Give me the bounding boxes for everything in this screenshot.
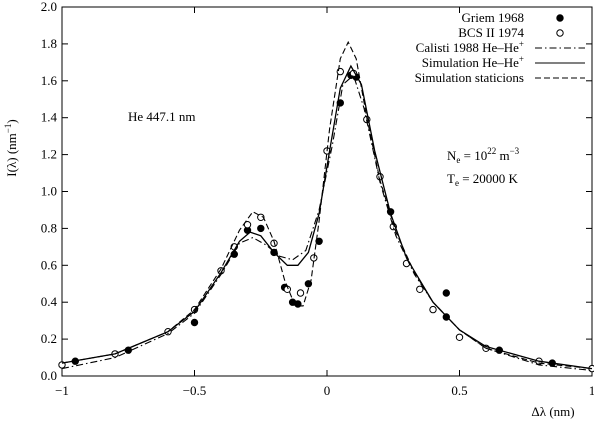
x-tick-label: 1 (589, 383, 594, 398)
y-tick-label: 1.0 (41, 184, 57, 199)
y-tick-label: 0.2 (41, 331, 57, 346)
series-line (61, 40, 593, 370)
series-layer (58, 40, 594, 373)
legend-label: Calisti 1988 He–He+ (416, 39, 524, 55)
legend-marker (556, 14, 564, 22)
y-tick-label: 0.8 (41, 220, 57, 235)
legend-label: Simulation He–He+ (422, 54, 524, 70)
griem-data-point (442, 289, 450, 297)
bcs-data-point (243, 221, 252, 229)
electron-density-label: Ne = 1022 m−3 (447, 146, 520, 165)
series-4 (61, 40, 593, 370)
x-tick-label: −0.5 (183, 383, 207, 398)
legend-marker (556, 29, 564, 37)
y-axis-label: I(λ) (nm−1) (3, 119, 19, 176)
bcs-data-point (429, 305, 437, 314)
bcs-data-point (336, 67, 344, 76)
legend-label: BCS II 1974 (458, 25, 524, 40)
line-label-annotation: He 447.1 nm (128, 109, 196, 124)
x-axis-label: Δλ (nm) (531, 404, 574, 419)
griem-data-point (257, 224, 265, 233)
legend-label: Griem 1968 (462, 10, 524, 25)
x-tick-label: 0 (324, 383, 331, 398)
griem-data-point (315, 237, 323, 246)
legend-label: Simulation staticions (415, 70, 524, 85)
y-tick-label: 0.4 (41, 294, 58, 309)
bcs-data-point (455, 333, 464, 341)
y-tick-label: 1.2 (41, 147, 57, 162)
y-tick-label: 1.4 (41, 110, 58, 125)
y-tick-label: 2.0 (41, 0, 57, 14)
bcs-data-point (416, 285, 424, 293)
griem-data-point (190, 318, 199, 327)
y-axis: 0.0 0.2 0.4 0.6 0.8 1.0 1.2 1.4 1.6 1.8 2.0 (41, 0, 592, 383)
y-tick-label: 1.8 (41, 36, 57, 51)
electron-temperature-label: Te = 20000 K (447, 171, 519, 188)
y-tick-label: 0.0 (41, 368, 57, 383)
plasma-parameters-annotation: Ne = 1022 m−3 Te = 20000 K (447, 146, 520, 188)
y-tick-label: 0.6 (41, 257, 58, 272)
y-tick-label: 1.6 (41, 73, 58, 88)
bcs-data-point (296, 289, 305, 297)
x-axis: −1 −0.5 0 0.5 1 (55, 7, 594, 398)
x-tick-label: 0.5 (451, 383, 467, 398)
x-tick-label: −1 (55, 383, 69, 398)
